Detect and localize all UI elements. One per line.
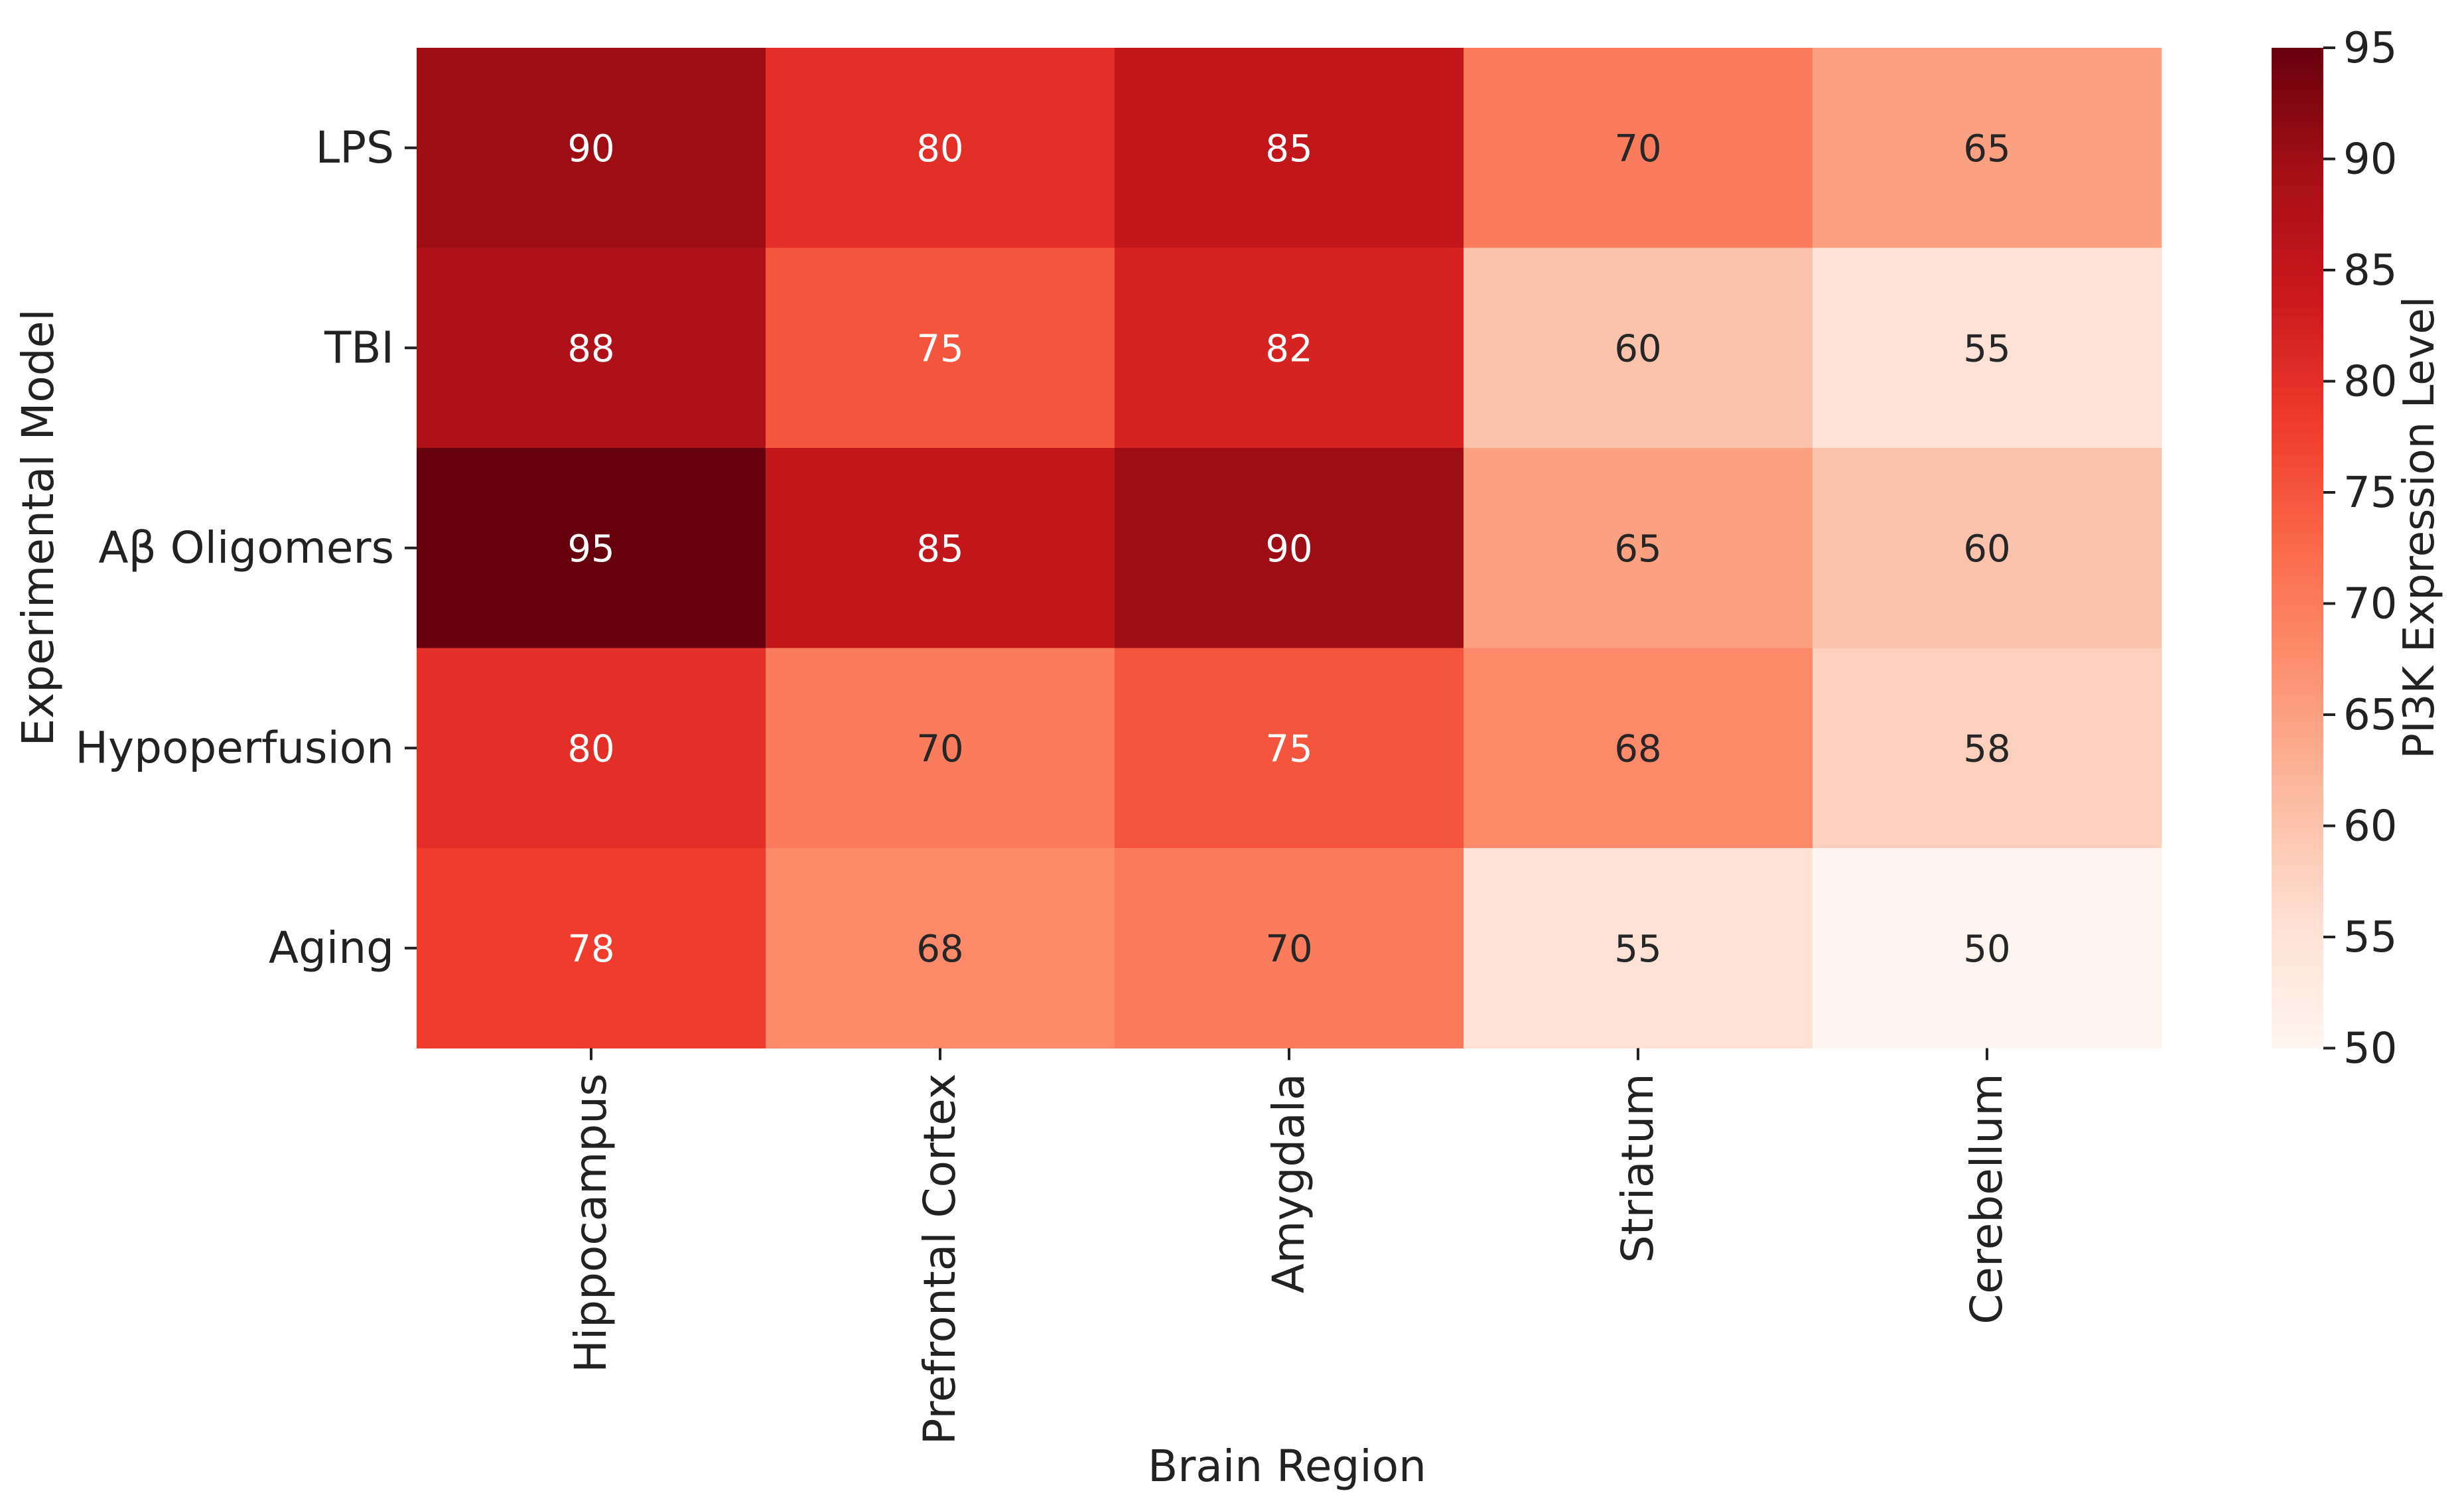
colorbar-tick-label: 95 — [2343, 24, 2397, 73]
cell-value-label: 90 — [1265, 528, 1312, 571]
cell-value-label: 75 — [916, 327, 963, 370]
heatmap-cell — [417, 48, 766, 248]
heatmap-cell — [1464, 248, 1813, 449]
heatmap-cell — [1464, 848, 1813, 1048]
cell-value-label: 55 — [1963, 327, 2010, 370]
colorbar-tick-label: 80 — [2343, 358, 2397, 407]
y-axis-label: Experimental Model — [13, 309, 64, 746]
colorbar-tick-label: 90 — [2343, 135, 2397, 184]
y-tick-label: Aging — [269, 922, 394, 973]
heatmap-cell — [1464, 48, 1813, 248]
heatmap-cell — [417, 648, 766, 849]
y-axis-ticks: LPS TBI Aβ Oligomers Hypoperfusion Aging — [75, 122, 417, 973]
x-tick-label: Hippocampus — [565, 1074, 616, 1373]
cell-value-label: 65 — [1963, 127, 2010, 171]
heatmap-cell — [1813, 848, 2162, 1048]
heatmap-cell — [1115, 448, 1464, 648]
colorbar-tick-label: 85 — [2343, 246, 2397, 295]
colorbar — [2272, 48, 2323, 1048]
heatmap-cell — [417, 848, 766, 1048]
cell-value-label: 60 — [1963, 528, 2010, 571]
cell-value-label: 68 — [916, 928, 963, 971]
cell-value-label: 70 — [1265, 928, 1312, 971]
cell-value-label: 82 — [1265, 327, 1312, 370]
heatmap-cell — [1813, 648, 2162, 849]
cell-value-label: 58 — [1963, 727, 2010, 770]
cell-value-label: 70 — [916, 727, 963, 770]
heatmap-cells: 90 80 85 70 65 88 75 82 60 55 95 85 90 65 60 80 70 75 68 58… — [417, 48, 2162, 1048]
cell-value-label: 90 — [567, 127, 614, 171]
heatmap-cell — [766, 648, 1115, 849]
cell-value-label: 68 — [1614, 727, 1661, 770]
y-tick-label: TBI — [324, 322, 394, 373]
cell-value-label: 80 — [567, 727, 614, 770]
cell-value-label: 88 — [567, 327, 614, 370]
cell-value-label: 65 — [1614, 528, 1661, 571]
colorbar-label: PI3K Expression Level — [2395, 296, 2444, 758]
x-tick-label: Striatum — [1612, 1074, 1663, 1263]
heatmap-cell — [1115, 248, 1464, 449]
cell-value-label: 50 — [1963, 928, 2010, 971]
x-tick-label: Amygdala — [1263, 1074, 1314, 1294]
heatmap-cell — [417, 248, 766, 449]
colorbar-tick-label: 60 — [2343, 802, 2397, 851]
heatmap-cell — [417, 448, 766, 648]
x-axis-ticks: Hippocampus Prefrontal Cortex Amygdala Stri… — [565, 1048, 2012, 1445]
cell-value-label: 60 — [1614, 327, 1661, 370]
colorbar-tick-label: 50 — [2343, 1025, 2397, 1074]
colorbar-tick-label: 75 — [2343, 468, 2397, 518]
cell-value-label: 78 — [567, 928, 614, 971]
cell-value-label: 80 — [916, 127, 963, 171]
heatmap-cell — [1115, 48, 1464, 248]
colorbar-tick-label: 55 — [2343, 913, 2397, 962]
colorbar-ticks: 50 55 60 65 70 75 80 85 90 95 — [2323, 24, 2397, 1074]
y-tick-label: Hypoperfusion — [75, 722, 394, 773]
cell-value-label: 55 — [1614, 928, 1661, 971]
y-tick-label: Aβ Oligomers — [98, 522, 394, 573]
x-tick-label: Prefrontal Cortex — [914, 1074, 965, 1445]
heatmap-cell — [1813, 248, 2162, 449]
heatmap-cell — [1464, 648, 1813, 849]
heatmap-cell — [1115, 848, 1464, 1048]
heatmap-cell — [766, 848, 1115, 1048]
cell-value-label: 70 — [1614, 127, 1661, 171]
x-tick-label: Cerebellum — [1961, 1074, 2012, 1325]
cell-value-label: 75 — [1265, 727, 1312, 770]
cell-value-label: 85 — [916, 528, 963, 571]
heatmap-cell — [766, 448, 1115, 648]
heatmap-cell — [1464, 448, 1813, 648]
heatmap-cell — [1813, 448, 2162, 648]
y-tick-label: LPS — [316, 122, 394, 173]
colorbar-tick-label: 65 — [2343, 691, 2397, 740]
x-axis-label: Brain Region — [1148, 1441, 1426, 1492]
colorbar-tick-label: 70 — [2343, 580, 2397, 629]
heatmap-cell — [766, 248, 1115, 449]
heatmap-cell — [1115, 648, 1464, 849]
cell-value-label: 85 — [1265, 127, 1312, 171]
heatmap-cell — [1813, 48, 2162, 248]
cell-value-label: 95 — [567, 528, 614, 571]
heatmap-cell — [766, 48, 1115, 248]
